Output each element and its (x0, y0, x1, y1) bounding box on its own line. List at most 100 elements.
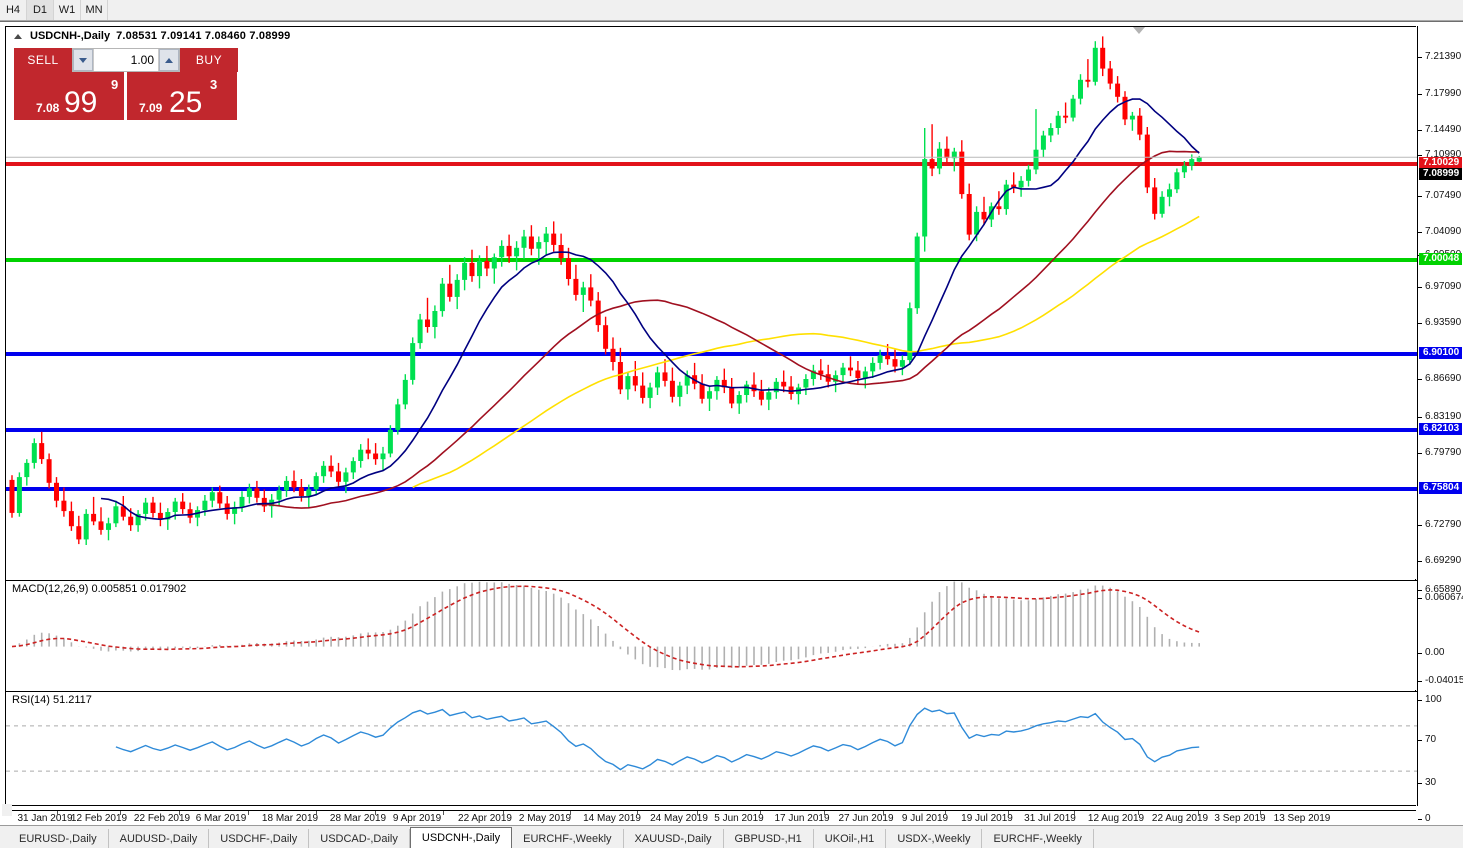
chevron-down-icon (79, 57, 87, 63)
price-scale[interactable]: 7.21390 7.17990 7.14490 7.10990 7.07490 7.040… (1417, 26, 1463, 824)
chart-symbol-name: USDCNH-,Daily (30, 30, 111, 42)
date-axis-tick (503, 811, 504, 815)
buy-price-fraction: 3 (210, 77, 218, 92)
octp-header-row: SELL 1.00 BUY (14, 48, 238, 72)
price-scale-tag[interactable]: 6.82103 (1419, 423, 1463, 435)
date-axis-tick (179, 811, 180, 815)
date-axis-tick (883, 811, 884, 815)
date-axis: 31 Jan 2019 12 Feb 2019 22 Feb 2019 6 Mar 2… (3, 810, 1416, 826)
date-axis-tick (1074, 811, 1075, 815)
date-axis-label: 14 May 2019 (583, 813, 641, 824)
chart-window: MACD(12,26,9) 0.005851 0.017902 RSI(14) … (0, 21, 1463, 825)
timeframe-button-h4[interactable]: H4 (0, 0, 27, 20)
volume-increment-button[interactable] (159, 49, 179, 71)
price-scale-tag[interactable]: 7.08999 (1419, 168, 1463, 180)
date-axis-label: 31 Jan 2019 (17, 813, 73, 824)
price-scale-tick: 7.21390 (1418, 51, 1461, 62)
date-axis-tick (570, 811, 571, 815)
date-axis-tick (1260, 811, 1261, 815)
chart-tab-usdx[interactable]: USDX-,Weekly (886, 829, 983, 848)
price-chart-canvas (6, 36, 1417, 545)
sell-price-main: 99 (64, 86, 98, 119)
chart-plot-frame[interactable]: MACD(12,26,9) 0.005851 0.017902 RSI(14) … (5, 26, 1417, 806)
macd-scale-tick: -0.040152 (1418, 675, 1463, 686)
price-scale-tick: 6.69290 (1418, 555, 1461, 566)
volume-input[interactable]: 1.00 (93, 49, 159, 71)
chart-tab-eurchf[interactable]: EURCHF-,Weekly (982, 829, 1094, 848)
macd-scale-tick: 0.00 (1418, 647, 1444, 658)
price-scale-tick: 7.07490 (1418, 190, 1461, 201)
date-axis-label: 27 Jun 2019 (838, 813, 894, 824)
date-axis-label: 3 Sep 2019 (1214, 813, 1266, 824)
chart-tab-usdcad[interactable]: USDCAD-,Daily (309, 829, 410, 848)
macd-scale-tick: 0.060674 (1418, 592, 1463, 603)
macd-pane[interactable]: MACD(12,26,9) 0.005851 0.017902 (6, 580, 1417, 690)
price-scale-tag[interactable]: 6.90100 (1419, 347, 1463, 359)
buy-label[interactable]: BUY (180, 48, 238, 72)
rsi-canvas (6, 707, 1417, 772)
triangle-up-icon[interactable] (14, 33, 22, 39)
price-scale-tick: 6.97090 (1418, 281, 1461, 292)
timeframe-button-d1[interactable]: D1 (27, 0, 54, 20)
date-axis-label: 6 Mar 2019 (195, 813, 247, 824)
chart-scroll-handle[interactable] (2, 804, 12, 816)
rsi-scale-tick: 100 (1418, 694, 1442, 705)
date-axis-tick (57, 811, 58, 815)
date-axis-tick (945, 811, 946, 815)
buy-button[interactable]: 7.09 25 3 (127, 72, 237, 120)
date-axis-tick (824, 811, 825, 815)
price-scale-tick: 6.83190 (1418, 411, 1461, 422)
date-axis-label: 22 Feb 2019 (133, 813, 191, 824)
date-axis-label: 31 Jul 2019 (1024, 813, 1076, 824)
volume-decrement-button[interactable] (73, 49, 93, 71)
price-scale-tag[interactable]: 7.10029 (1419, 157, 1463, 169)
date-axis-label: 2 May 2019 (518, 813, 572, 824)
price-scale-tick: 6.79790 (1418, 447, 1461, 458)
date-axis-label: 9 Apr 2019 (392, 813, 442, 824)
rsi-pane[interactable]: RSI(14) 51.2117 (6, 691, 1417, 805)
one-click-trading-panel[interactable]: SELL 1.00 BUY 7.08 99 9 7.09 25 3 (14, 48, 238, 120)
date-axis-tick (248, 811, 249, 815)
buy-price-main: 25 (169, 86, 203, 119)
sell-price-fraction: 9 (111, 77, 119, 92)
chart-tab-ukoil[interactable]: UKOil-,H1 (814, 829, 887, 848)
date-axis-tick (1138, 811, 1139, 815)
chart-tab-audusd[interactable]: AUDUSD-,Daily (109, 829, 210, 848)
macd-title: MACD(12,26,9) 0.005851 0.017902 (12, 583, 187, 595)
date-axis-label: 22 Aug 2019 (1151, 813, 1209, 824)
timeframe-button-mn[interactable]: MN (81, 0, 108, 20)
chart-tab-usdchf[interactable]: USDCHF-,Daily (209, 829, 310, 848)
date-axis-label: 19 Jul 2019 (961, 813, 1013, 824)
timeframe-button-w1[interactable]: W1 (54, 0, 81, 20)
date-axis-tick (375, 811, 376, 815)
chart-tab-gbpusd[interactable]: GBPUSD-,H1 (724, 829, 814, 848)
date-axis-tick (1198, 811, 1199, 815)
date-axis-label: 24 May 2019 (650, 813, 708, 824)
volume-stepper[interactable]: 1.00 (72, 48, 180, 72)
rsi-title: RSI(14) 51.2117 (12, 694, 92, 706)
price-scale-tick: 7.10990 (1418, 149, 1461, 160)
chart-tab-usdcnh[interactable]: USDCNH-,Daily (409, 827, 513, 848)
rsi-scale-tick: 70 (1418, 734, 1436, 745)
date-axis-label: 12 Aug 2019 (1087, 813, 1145, 824)
date-axis-tick (697, 811, 698, 815)
date-axis-tick (1008, 811, 1009, 815)
chart-tab-xauusd[interactable]: XAUUSD-,Daily (624, 829, 724, 848)
price-scale-tick: 6.86690 (1418, 373, 1461, 384)
chart-tab-eurusd[interactable]: EURUSD-,Daily (8, 829, 109, 848)
price-scale-tag[interactable]: 6.75804 (1419, 482, 1463, 494)
price-scale-tick: 7.14490 (1418, 124, 1461, 135)
chart-tab-eurchf[interactable]: EURCHF-,Weekly (512, 829, 624, 848)
price-scale-tick: 7.04090 (1418, 226, 1461, 237)
timeframe-toolbar: H4 D1 W1 MN (0, 0, 1463, 21)
price-pane[interactable] (6, 27, 1417, 579)
price-scale-tick: 6.72790 (1418, 519, 1461, 530)
date-axis-tick (637, 811, 638, 815)
date-axis-tick (120, 811, 121, 815)
price-scale-tag[interactable]: 7.00048 (1419, 253, 1463, 265)
date-axis-label: 22 Apr 2019 (458, 813, 512, 824)
date-axis-label: 9 Jul 2019 (901, 813, 949, 824)
chart-ohlc-values: 7.08531 7.09141 7.08460 7.08999 (116, 30, 291, 42)
sell-button[interactable]: 7.08 99 9 (14, 72, 124, 120)
sell-label[interactable]: SELL (14, 48, 72, 72)
